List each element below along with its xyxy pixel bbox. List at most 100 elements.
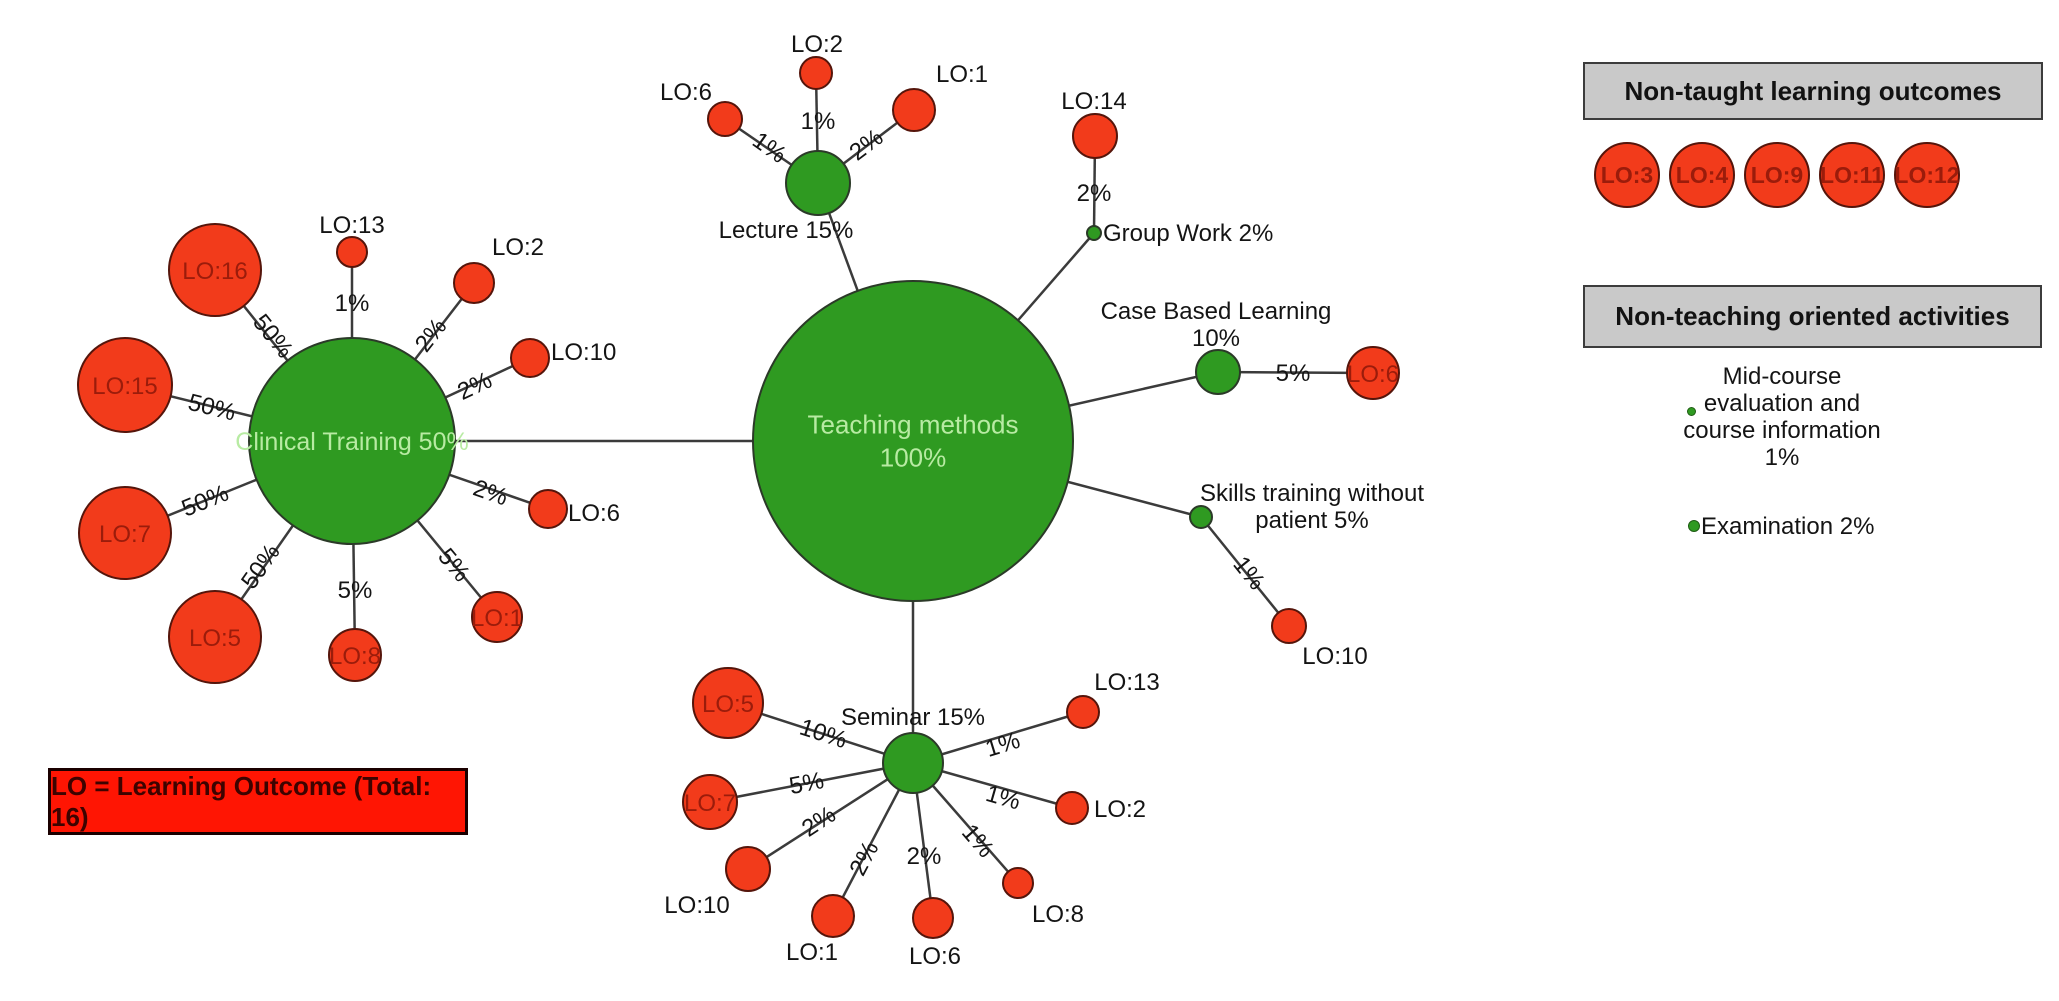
- label-c8: LO:8: [329, 643, 381, 670]
- mid-course-item: Mid-course evaluation and course informa…: [1642, 363, 1922, 471]
- edge-label-lecture-l6: 1%: [747, 127, 791, 169]
- label-s7: LO:7: [684, 790, 736, 817]
- edge-label-groupwork-l14: 2%: [1077, 180, 1112, 207]
- examination-item: Examination 2%: [1701, 513, 1875, 540]
- edge-label-clinical-c1: 5%: [432, 543, 475, 587]
- edge-label-clinical-c10: 2%: [453, 367, 496, 406]
- label-c7: LO:7: [99, 521, 151, 548]
- node-c16: [168, 223, 262, 317]
- edge-label-seminar-s2: 1%: [983, 780, 1024, 816]
- label-c2: LO:2: [492, 234, 544, 261]
- label-l1: LO:1: [936, 61, 988, 88]
- node-c10: [510, 338, 550, 378]
- legend-box: LO = Learning Outcome (Total: 16): [48, 768, 468, 835]
- node-c2: [453, 262, 495, 304]
- node-s7: [682, 774, 738, 830]
- label-teaching: Teaching methods 100%: [807, 410, 1018, 473]
- label-cbl6: LO:6: [1347, 361, 1399, 388]
- non-taught-lo-chip-LO-4: LO:4: [1669, 142, 1735, 208]
- node-c1: [471, 591, 523, 643]
- node-sk10: [1271, 608, 1307, 644]
- label-c13: LO:13: [319, 212, 384, 239]
- label-cbl: Case Based Learning 10%: [1101, 298, 1332, 352]
- label-s2: LO:2: [1094, 796, 1146, 823]
- label-sk10: LO:10: [1302, 643, 1367, 670]
- label-s5: LO:5: [702, 691, 754, 718]
- label-s13: LO:13: [1094, 669, 1159, 696]
- node-l6: [707, 101, 743, 137]
- edge-label-clinical-c15: 50%: [185, 389, 238, 427]
- non-taught-lo-chip-LO-3: LO:3: [1594, 142, 1660, 208]
- non-taught-lo-chip-LO-11: LO:11: [1819, 142, 1885, 208]
- edge-label-clinical-c13: 1%: [335, 290, 370, 317]
- non-teaching-panel-header: Non-teaching oriented activities: [1583, 285, 2042, 348]
- non-taught-title: Non-taught learning outcomes: [1624, 75, 2002, 106]
- label-c6: LO:6: [568, 500, 620, 527]
- mid-course-line-4: 1%: [1764, 444, 1800, 471]
- label-c1: LO:1: [471, 605, 523, 632]
- label-l6: LO:6: [660, 79, 712, 106]
- examination-dot: [1688, 520, 1700, 532]
- node-s1: [811, 894, 855, 938]
- label-s8: LO:8: [1032, 901, 1084, 928]
- legend-text: LO = Learning Outcome (Total: 16): [51, 770, 432, 832]
- edge-label-clinical-c6: 2%: [470, 474, 512, 511]
- node-c5: [168, 590, 262, 684]
- label-c15: LO:15: [92, 373, 157, 400]
- edge-label-seminar-s8: 1%: [956, 819, 999, 863]
- node-s8: [1002, 867, 1034, 899]
- label-c10: LO:10: [551, 339, 616, 366]
- edge-label-lecture-l1: 2%: [845, 124, 889, 166]
- node-l14: [1072, 113, 1118, 159]
- node-c7: [78, 486, 172, 580]
- mid-course-line-1: Mid-course: [1722, 363, 1842, 390]
- edge-label-clinical-c7: 50%: [178, 480, 233, 523]
- non-teaching-title: Non-teaching oriented activities: [1615, 301, 2010, 331]
- label-clinical: Clinical Training 50%: [235, 428, 468, 456]
- edge-label-seminar-s10: 2%: [797, 801, 841, 843]
- edge-label-seminar-s6: 2%: [907, 843, 942, 870]
- label-lecture: Lecture 15%: [719, 217, 854, 244]
- node-s2: [1055, 791, 1089, 825]
- edge-label-cbl-cbl6: 5%: [1276, 360, 1311, 387]
- non-taught-lo-chip-LO-12: LO:12: [1894, 142, 1960, 208]
- node-l2: [799, 56, 833, 90]
- non-taught-panel-header: Non-taught learning outcomes: [1583, 62, 2043, 120]
- node-s6: [912, 897, 954, 939]
- edge-skills-sk10: [1200, 516, 1290, 627]
- node-seminar: [882, 732, 944, 794]
- edge-seminar-s10: [747, 761, 914, 871]
- label-c16: LO:16: [182, 258, 247, 285]
- node-l1: [892, 88, 936, 132]
- node-skills: [1189, 505, 1213, 529]
- edge-label-lecture-l2: 1%: [801, 108, 836, 135]
- node-clinical: [248, 337, 456, 545]
- label-seminar: Seminar 15%: [841, 704, 985, 731]
- node-cbl: [1195, 349, 1241, 395]
- node-groupwork: [1086, 225, 1102, 241]
- label-groupwork: Group Work 2%: [1103, 220, 1273, 247]
- node-c6: [528, 489, 568, 529]
- label-s6: LO:6: [909, 943, 961, 970]
- node-c8: [328, 628, 382, 682]
- node-c15: [77, 337, 173, 433]
- node-s10: [725, 846, 771, 892]
- label-s10: LO:10: [664, 892, 729, 919]
- edge-label-seminar-s1: 2%: [844, 837, 884, 880]
- edge-label-clinical-c8: 5%: [338, 577, 373, 604]
- edge-label-clinical-c16: 50%: [247, 309, 298, 363]
- mid-course-dot: [1687, 407, 1696, 416]
- node-c13: [336, 236, 368, 268]
- label-skills: Skills training without patient 5%: [1200, 480, 1424, 534]
- label-c5: LO:5: [189, 625, 241, 652]
- node-s5: [692, 667, 764, 739]
- node-teaching: [752, 280, 1074, 602]
- node-s13: [1066, 695, 1100, 729]
- node-cbl6: [1346, 346, 1400, 400]
- mid-course-line-3: course information: [1683, 417, 1881, 444]
- label-s1: LO:1: [786, 939, 838, 966]
- non-taught-lo-chip-LO-9: LO:9: [1744, 142, 1810, 208]
- label-l2: LO:2: [791, 31, 843, 58]
